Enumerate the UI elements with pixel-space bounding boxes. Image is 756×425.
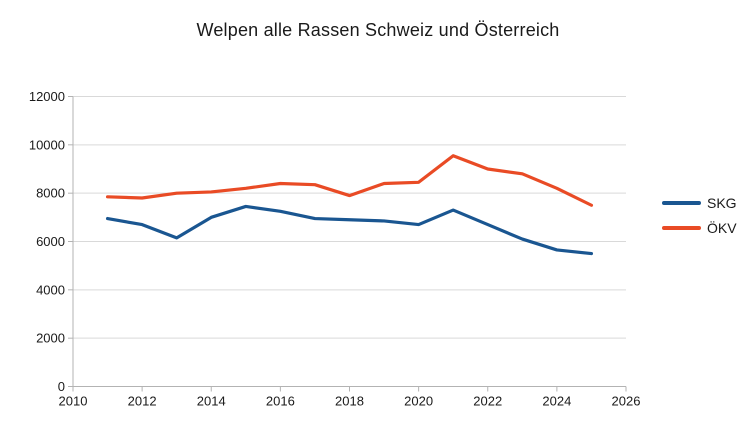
oekv-line-swatch xyxy=(662,225,701,230)
ökv-line-series xyxy=(105,154,594,207)
x-tick-label-2022: 2022 xyxy=(473,394,502,409)
x-tick-label-2024: 2024 xyxy=(542,394,571,409)
tick-labels: 2010 2012 2014 2016 2018 2020 2022 2024 2026 0 200… xyxy=(29,89,641,409)
y-tick-label-12000: 12000 xyxy=(29,89,65,104)
y-tick-label-10000: 10000 xyxy=(29,137,65,152)
legend-label-oekv: ÖKV xyxy=(707,219,737,236)
y-tick-label-8000: 8000 xyxy=(36,186,65,201)
y-tick-label-0: 0 xyxy=(58,379,65,394)
y-tick-label-6000: 6000 xyxy=(36,234,65,249)
chart-title: Welpen alle Rassen Schweiz und Österreic… xyxy=(196,20,560,40)
tick-marks xyxy=(68,96,627,392)
y-tick-label-4000: 4000 xyxy=(36,282,65,297)
x-tick-label-2020: 2020 xyxy=(404,394,433,409)
gridlines xyxy=(73,96,626,339)
skg-line-series xyxy=(105,204,594,256)
x-tick-label-2026: 2026 xyxy=(612,394,641,409)
x-tick-label-2010: 2010 xyxy=(59,394,88,409)
x-tick-label-2012: 2012 xyxy=(128,394,157,409)
legend-item-skg: SKG xyxy=(662,190,737,215)
skg-line-swatch xyxy=(662,200,701,205)
x-tick-label-2016: 2016 xyxy=(266,394,295,409)
x-tick-label-2014: 2014 xyxy=(197,394,226,409)
legend-label-skg: SKG xyxy=(707,194,737,211)
legend: SKG ÖKV xyxy=(662,190,737,240)
legend-item-oekv: ÖKV xyxy=(662,215,737,240)
y-tick-label-2000: 2000 xyxy=(36,331,65,346)
x-tick-label-2018: 2018 xyxy=(335,394,364,409)
